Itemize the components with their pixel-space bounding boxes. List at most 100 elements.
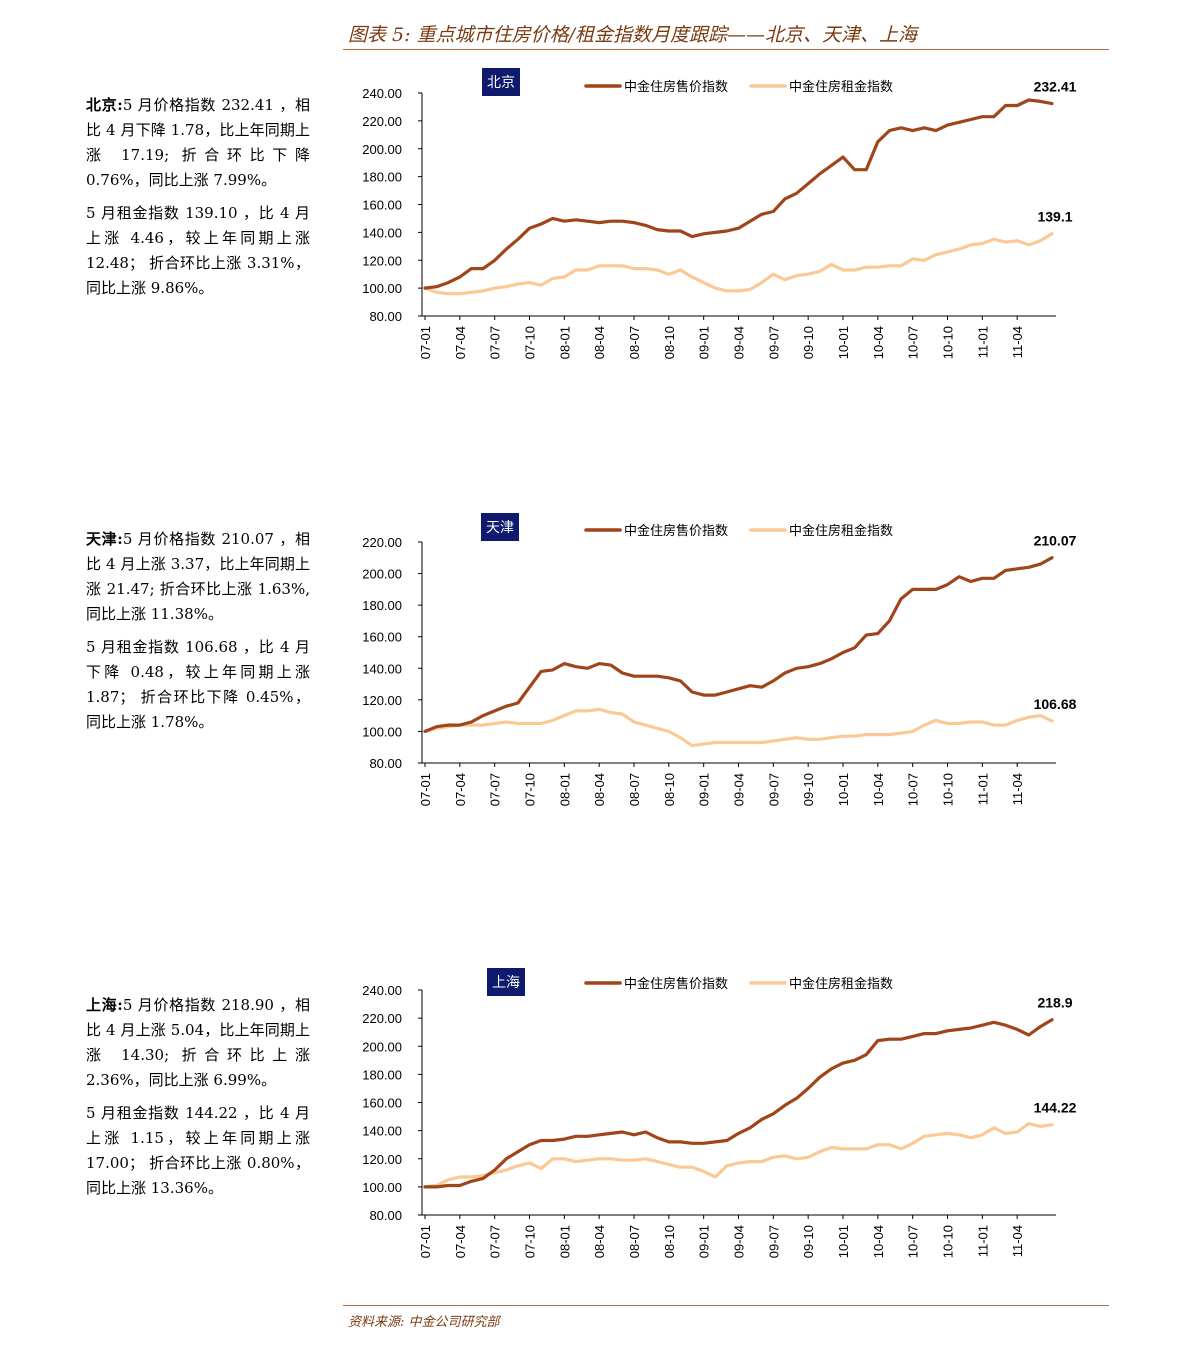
- x-tick-label: 07-04: [453, 1225, 468, 1258]
- x-tick-label: 10-01: [836, 1225, 851, 1258]
- x-tick-label: 11-04: [1010, 1225, 1025, 1257]
- x-tick-label: 08-04: [592, 326, 607, 359]
- x-tick-label: 10-07: [906, 773, 921, 806]
- x-tick-label: 07-01: [418, 326, 433, 359]
- x-tick-label: 09-04: [732, 1225, 747, 1258]
- x-tick-label: 09-04: [732, 326, 747, 359]
- y-tick-label: 120.00: [362, 253, 402, 268]
- legend-label: 中金住房租金指数: [789, 976, 893, 992]
- x-tick-label: 10-07: [906, 1225, 921, 1258]
- price-end-label: 218.9: [1037, 995, 1072, 1011]
- legend-label: 中金住房租金指数: [789, 523, 893, 539]
- x-tick-label: 09-01: [697, 1225, 712, 1258]
- price-text: 5 月价格指数 210.07 ，相比 4 月上涨 3.37，比上年同期上涨 21…: [86, 530, 310, 623]
- y-tick-label: 180.00: [362, 598, 402, 613]
- y-tick-label: 140.00: [362, 661, 402, 676]
- x-tick-label: 11-01: [975, 773, 990, 805]
- x-tick-label: 07-07: [488, 1225, 503, 1258]
- x-tick-label: 08-01: [557, 773, 572, 806]
- y-tick-label: 80.00: [369, 1208, 402, 1223]
- price-text: 5 月价格指数 232.41 ，相比 4 月下降 1.78，比上年同期上涨 17…: [86, 96, 310, 189]
- chart-beijing: 80.00 100.00 120.00 140.00 160.00 180.00 200.0…: [362, 68, 1077, 359]
- price-text: 5 月价格指数 218.90 ，相比 4 月上涨 5.04，比上年同期上涨 14…: [86, 996, 310, 1089]
- x-tick-label: 07-10: [523, 1225, 538, 1258]
- price-end-label: 232.41: [1034, 79, 1077, 95]
- title-rule: [343, 49, 1109, 50]
- y-tick-label: 120.00: [362, 693, 402, 708]
- city-name: 北京:: [86, 96, 123, 114]
- legend-label: 中金住房售价指数: [624, 976, 728, 992]
- x-tick-label: 08-10: [662, 1225, 677, 1258]
- y-tick-label: 200.00: [362, 567, 402, 582]
- price-index-line: [423, 1018, 1054, 1189]
- x-tick-label: 09-07: [766, 773, 781, 806]
- city-badge-box: [482, 68, 520, 96]
- y-tick-label: 180.00: [362, 1067, 402, 1082]
- price-end-label: 210.07: [1034, 533, 1077, 549]
- sidebar-tianjin: 天津:5 月价格指数 210.07 ，相比 4 月上涨 3.37，比上年同期上涨…: [86, 527, 310, 743]
- rent-text: 5 月租金指数 139.10 ，比 4 月上涨 4.46，较上年同期上涨 12.…: [86, 204, 310, 297]
- x-tick-label: 09-07: [766, 326, 781, 359]
- x-tick-label: 09-01: [697, 773, 712, 806]
- x-tick-label: 11-01: [975, 326, 990, 358]
- x-tick-label: 09-01: [697, 326, 712, 359]
- x-tick-label: 07-04: [453, 326, 468, 359]
- sidebar-beijing: 北京:5 月价格指数 232.41 ，相比 4 月下降 1.78，比上年同期上涨…: [86, 93, 310, 309]
- y-tick-label: 100.00: [362, 281, 402, 296]
- y-tick-label: 100.00: [362, 724, 402, 739]
- city-name: 天津:: [86, 530, 123, 548]
- y-tick-label: 240.00: [362, 983, 402, 998]
- source-rule: [343, 1305, 1109, 1306]
- figure-title: 图表 5: 重点城市住房价格/租金指数月度跟踪——北京、天津、上海: [348, 24, 917, 46]
- x-tick-label: 10-01: [836, 326, 851, 359]
- x-tick-label: 08-07: [627, 773, 642, 806]
- y-tick-label: 220.00: [362, 535, 402, 550]
- y-tick-label: 80.00: [369, 756, 402, 771]
- sidebar-shanghai: 上海:5 月价格指数 218.90 ，相比 4 月上涨 5.04，比上年同期上涨…: [86, 993, 310, 1209]
- x-tick-label: 08-01: [557, 1225, 572, 1258]
- x-tick-label: 10-10: [941, 773, 956, 806]
- x-tick-label: 09-10: [801, 326, 816, 359]
- x-tick-label: 07-07: [488, 326, 503, 359]
- y-tick-label: 240.00: [362, 86, 402, 101]
- city-badge: 上海: [487, 968, 525, 996]
- y-tick-label: 160.00: [362, 630, 402, 645]
- price-index-line: [423, 556, 1054, 733]
- city-badge-box: [481, 513, 519, 541]
- x-tick-label: 07-10: [523, 326, 538, 359]
- rent-end-label: 139.1: [1037, 209, 1072, 225]
- legend-label: 中金住房租金指数: [789, 79, 893, 95]
- x-tick-label: 10-10: [941, 1225, 956, 1258]
- x-tick-label: 08-10: [662, 773, 677, 806]
- x-tick-label: 08-04: [592, 1225, 607, 1258]
- x-tick-label: 10-04: [871, 326, 886, 359]
- x-tick-label: 08-07: [627, 326, 642, 359]
- x-tick-label: 07-10: [523, 773, 538, 806]
- x-tick-label: 09-10: [801, 1225, 816, 1258]
- y-tick-label: 200.00: [362, 1039, 402, 1054]
- x-tick-label: 08-07: [627, 1225, 642, 1258]
- city-name: 上海:: [86, 996, 123, 1014]
- city-badge-label: 上海: [492, 975, 520, 991]
- x-tick-label: 11-04: [1010, 326, 1025, 358]
- x-tick-label: 10-10: [941, 326, 956, 359]
- y-tick-label: 100.00: [362, 1180, 402, 1195]
- y-tick-label: 220.00: [362, 1011, 402, 1026]
- sidebar-para-price: 天津:5 月价格指数 210.07 ，相比 4 月上涨 3.37，比上年同期上涨…: [86, 527, 310, 627]
- y-tick-label: 160.00: [362, 198, 402, 213]
- city-badge: 天津: [481, 513, 519, 541]
- x-tick-label: 08-10: [662, 326, 677, 359]
- x-tick-label: 10-07: [906, 326, 921, 359]
- x-tick-label: 10-01: [836, 773, 851, 806]
- sidebar-para-price: 北京:5 月价格指数 232.41 ，相比 4 月下降 1.78，比上年同期上涨…: [86, 93, 310, 193]
- y-tick-label: 160.00: [362, 1096, 402, 1111]
- rent-end-label: 144.22: [1034, 1100, 1077, 1116]
- x-tick-label: 09-10: [801, 773, 816, 806]
- rent-index-line: [423, 707, 1054, 748]
- city-badge-box: [487, 968, 525, 996]
- rent-end-label: 106.68: [1034, 696, 1077, 712]
- x-tick-label: 11-04: [1010, 773, 1025, 805]
- chart-tianjin: 80.00 100.00 120.00 140.00 160.00 180.00 200.0…: [362, 513, 1077, 806]
- legend-label: 中金住房售价指数: [624, 523, 728, 539]
- y-tick-label: 140.00: [362, 1124, 402, 1139]
